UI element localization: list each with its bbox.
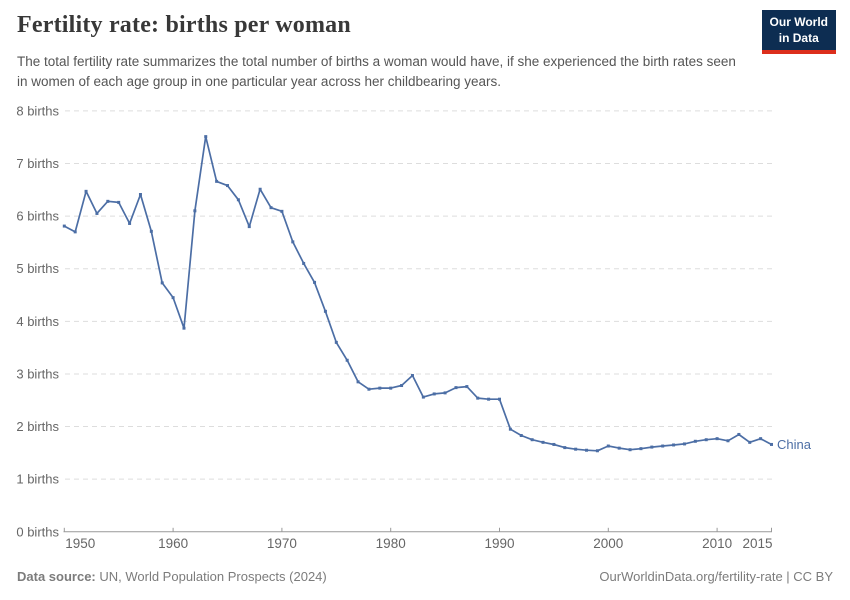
data-point-marker: [770, 442, 773, 446]
credit-link[interactable]: OurWorldinData.org/fertility-rate | CC B…: [599, 569, 833, 584]
data-point-marker: [410, 374, 414, 378]
owid-logo-line2: in Data: [778, 30, 819, 45]
x-tick-label: 2015: [742, 536, 772, 551]
data-point-marker: [62, 224, 66, 228]
y-tick-label: 0 births: [16, 524, 59, 539]
data-point-marker: [748, 440, 752, 444]
data-point-marker: [171, 296, 175, 300]
data-point-marker: [759, 437, 763, 441]
data-point-marker: [84, 189, 88, 193]
data-point-marker: [389, 386, 393, 390]
data-point-marker: [465, 385, 469, 389]
series-line: [63, 135, 773, 452]
data-source-text: UN, World Population Prospects (2024): [95, 569, 327, 584]
y-tick-label: 7 births: [16, 156, 59, 171]
series-label-china: China: [777, 437, 811, 452]
data-point-marker: [236, 198, 240, 202]
data-point-marker: [595, 449, 599, 453]
data-point-marker: [650, 445, 654, 449]
x-tick-label: 1960: [158, 536, 188, 551]
data-point-marker: [661, 444, 665, 448]
data-point-marker: [704, 438, 708, 442]
data-point-marker: [693, 439, 697, 443]
data-point-marker: [563, 446, 567, 450]
owid-logo-line1: Our World: [769, 15, 828, 29]
page-title: Fertility rate: births per woman: [17, 12, 351, 38]
data-point-marker: [226, 184, 229, 188]
y-tick-label: 3 births: [16, 366, 59, 381]
data-point-marker: [95, 211, 99, 215]
data-point-marker: [73, 230, 77, 234]
data-point-marker: [508, 427, 512, 431]
data-point-marker: [117, 200, 121, 204]
x-tick-label: 2000: [593, 536, 623, 551]
data-point-marker: [552, 442, 556, 446]
data-point-marker: [498, 397, 501, 401]
data-point-marker: [149, 229, 153, 233]
data-point-marker: [715, 437, 719, 441]
data-point-marker: [639, 447, 643, 451]
data-point-marker: [530, 438, 534, 442]
data-point-marker: [737, 432, 741, 436]
data-point-marker: [313, 280, 317, 284]
data-point-marker: [106, 199, 110, 203]
data-source-note: Data source: UN, World Population Prospe…: [17, 569, 327, 584]
series-china[interactable]: [62, 135, 773, 453]
data-point-marker: [160, 281, 164, 285]
data-source-label: Data source:: [17, 569, 96, 584]
data-point-marker: [269, 206, 273, 210]
data-point-marker: [193, 209, 197, 213]
data-point-marker: [432, 392, 436, 396]
data-point-marker: [628, 448, 632, 452]
y-tick-label: 8 births: [16, 103, 59, 118]
data-point-marker: [302, 261, 306, 265]
data-point-marker: [128, 221, 132, 225]
data-point-marker: [280, 209, 284, 213]
data-point-marker: [519, 434, 523, 438]
data-point-marker: [334, 340, 338, 344]
data-point-marker: [258, 187, 262, 191]
data-point-marker: [182, 326, 186, 330]
x-tick-label: 1980: [376, 536, 406, 551]
y-tick-label: 4 births: [16, 314, 59, 329]
x-tick-label: 2010: [702, 536, 732, 551]
data-point-marker: [585, 448, 589, 452]
data-point-marker: [617, 446, 621, 450]
data-point-marker: [356, 380, 360, 384]
data-point-marker: [247, 225, 251, 229]
data-point-marker: [204, 135, 208, 139]
data-point-marker: [726, 439, 730, 443]
data-point-marker: [345, 358, 349, 362]
x-tick-label: 1990: [484, 536, 514, 551]
data-point-marker: [138, 193, 142, 197]
data-point-marker: [367, 387, 371, 391]
data-point-marker: [291, 240, 295, 244]
x-tick-label: 1970: [267, 536, 297, 551]
owid-logo[interactable]: Our World in Data: [761, 10, 836, 55]
data-point-marker: [487, 397, 491, 401]
data-point-marker: [682, 442, 686, 446]
y-tick-label: 5 births: [16, 261, 59, 276]
y-tick-label: 6 births: [16, 209, 59, 224]
y-tick-label: 1 births: [16, 472, 59, 487]
data-point-marker: [323, 309, 327, 313]
data-point-marker: [476, 396, 480, 400]
data-point-marker: [606, 444, 610, 448]
data-point-marker: [215, 179, 219, 183]
data-point-marker: [421, 395, 425, 399]
data-point-marker: [454, 386, 458, 390]
data-point-marker: [443, 391, 447, 395]
y-tick-label: 2 births: [16, 419, 59, 434]
data-point-marker: [400, 384, 404, 388]
data-point-marker: [541, 440, 545, 444]
data-point-marker: [378, 386, 382, 390]
data-point-marker: [672, 443, 676, 447]
chart-subtitle: The total fertility rate summarizes the …: [17, 54, 736, 90]
x-tick-label: 1950: [65, 536, 95, 551]
data-point-marker: [574, 447, 578, 451]
